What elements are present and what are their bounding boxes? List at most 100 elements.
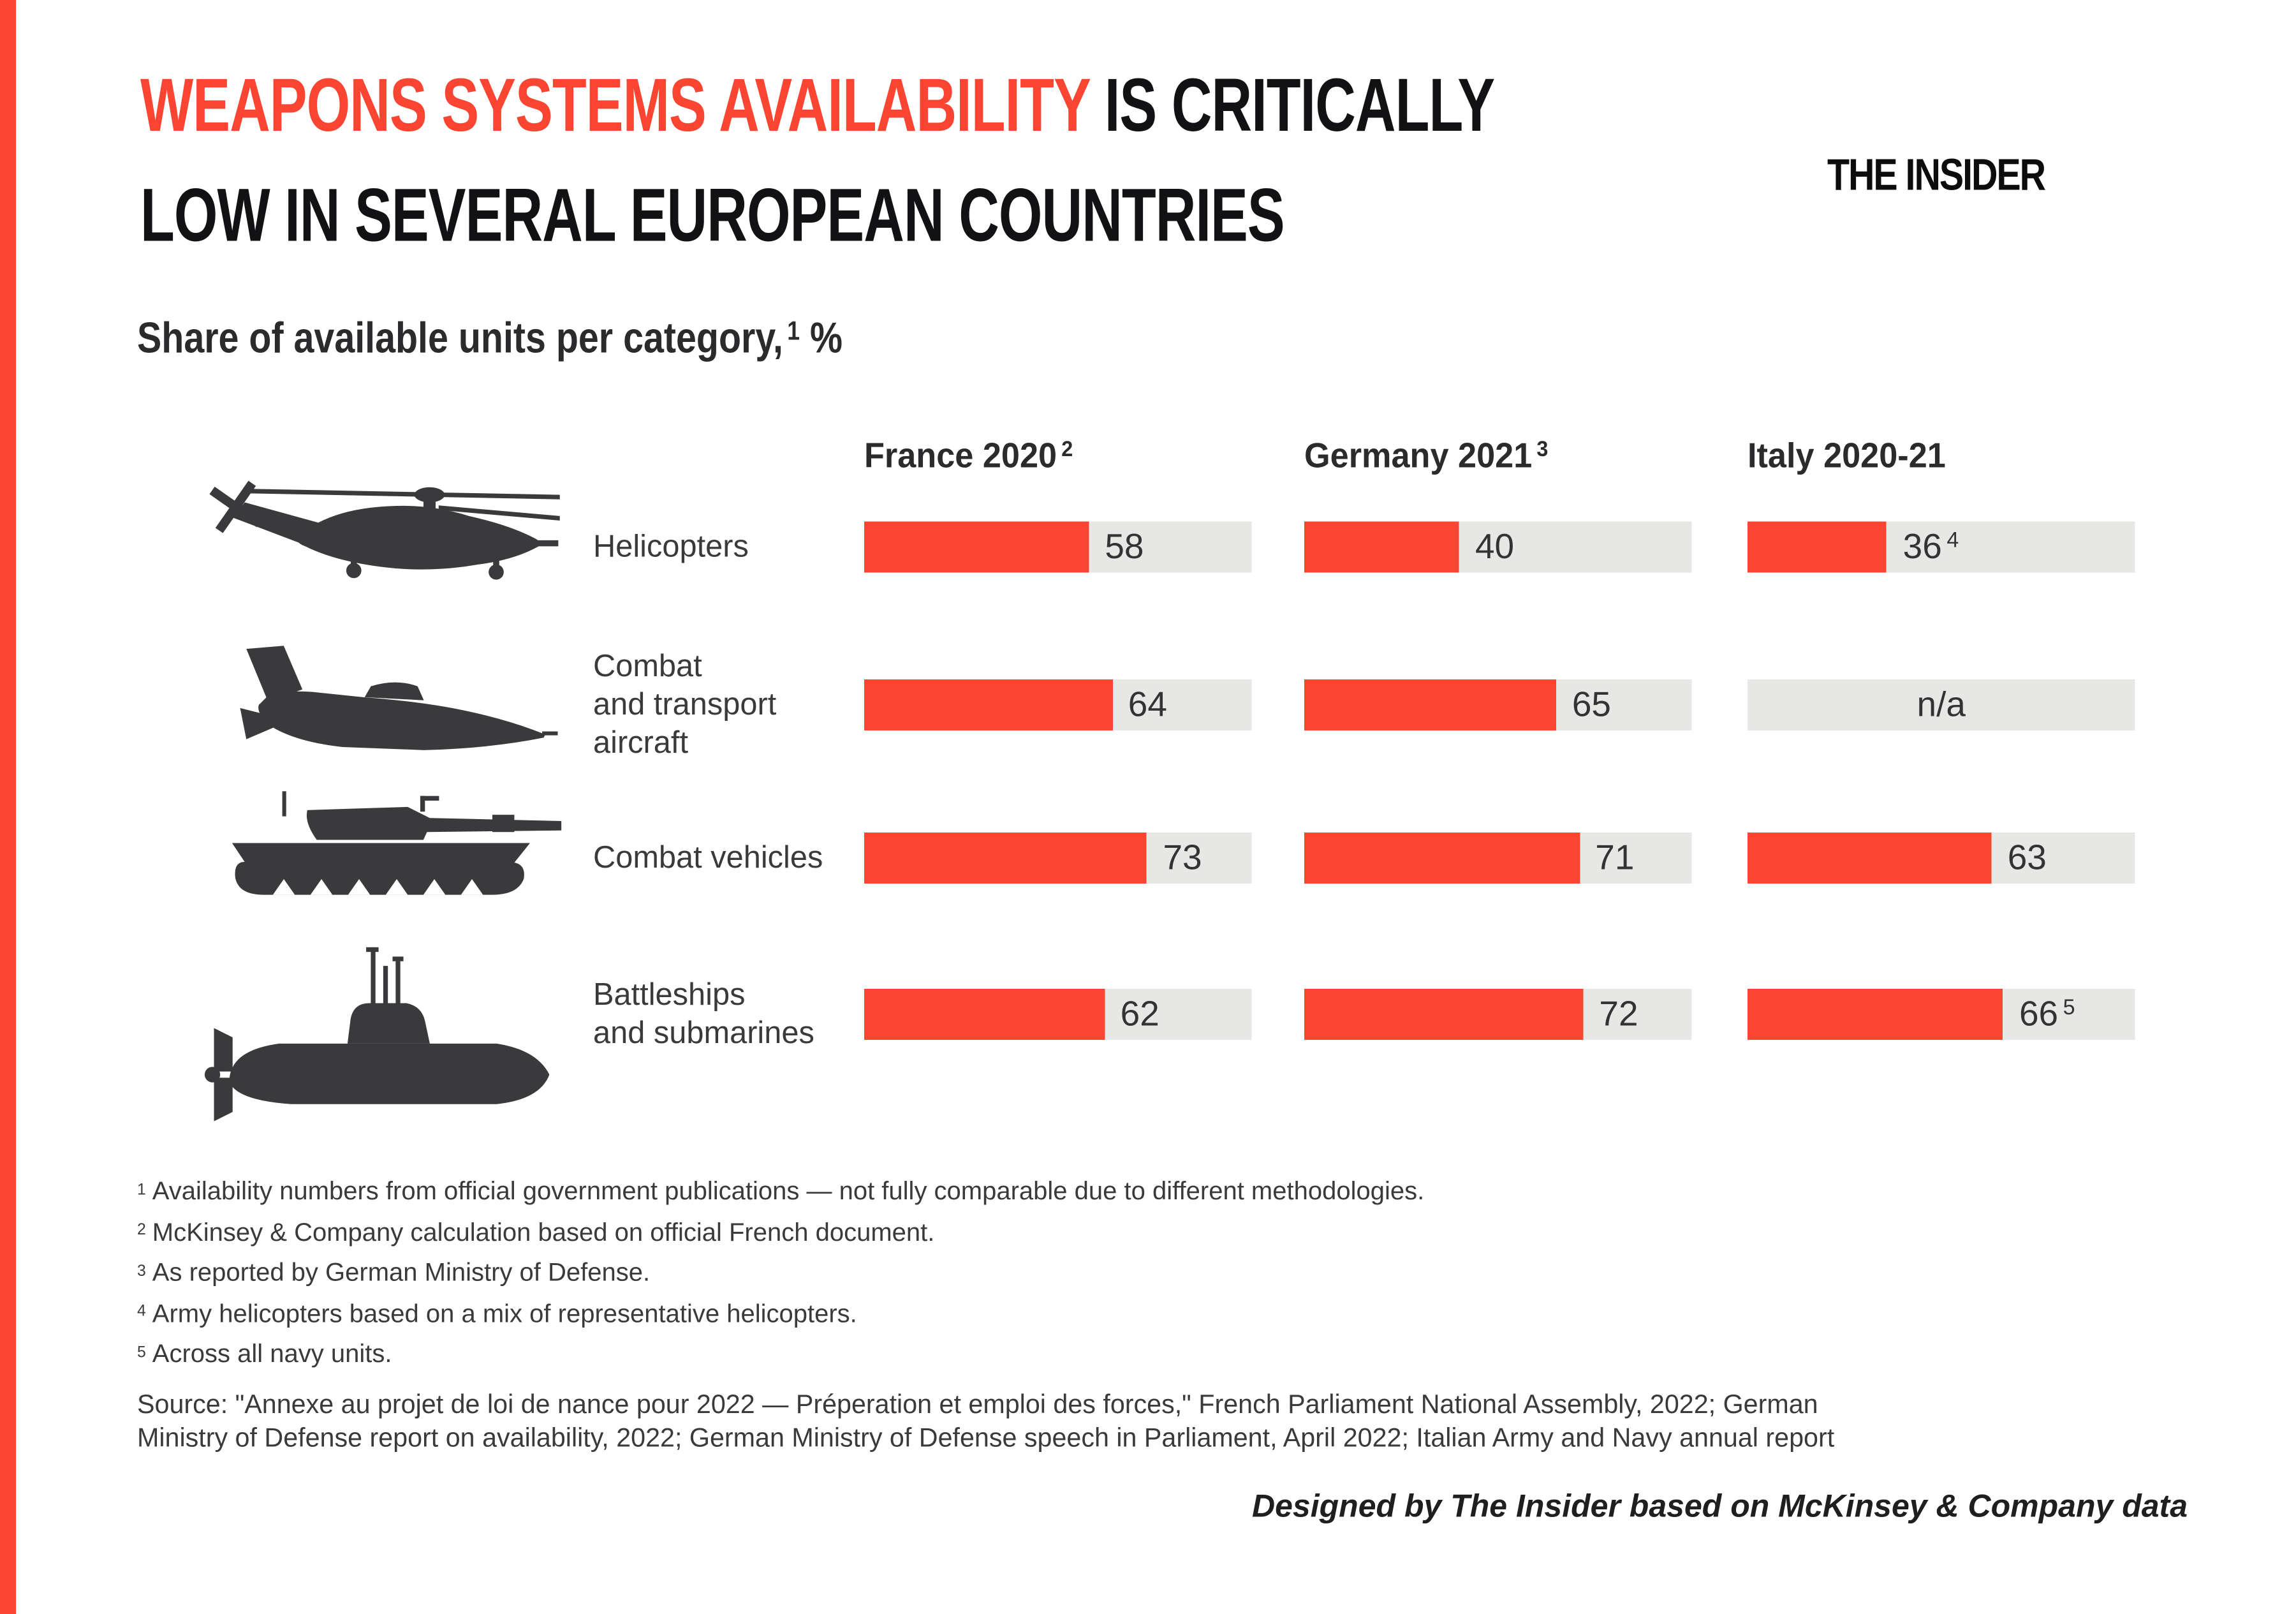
column-header-france: France 2020 2 (864, 436, 1073, 477)
source-line-2: Ministry of Defense report on availabili… (137, 1424, 1835, 1453)
bar-value-label: 36 4 (1903, 526, 1959, 568)
category-line: Battleships (593, 977, 746, 1013)
column-header-italy-label: Italy 2020-21 (1748, 435, 1946, 476)
subtitle-footnote-sup: 1 (787, 315, 800, 346)
category-line: and transport (593, 687, 777, 723)
source-block: Source: "Annexe au projet de loi de nanc… (137, 1389, 1834, 1456)
footnote-sup: 5 (137, 1344, 146, 1361)
category-label-helicopters: Helicopters (593, 528, 749, 566)
category-label-battleships: Battleships and submarines (593, 976, 814, 1053)
bar-fill (864, 521, 1089, 573)
bar-value: 71 (1595, 837, 1635, 878)
subtitle-unit: % (800, 314, 843, 362)
bar-value-label: 63 (2008, 838, 2052, 879)
bar-fill (1304, 989, 1584, 1040)
bar-value-label: 62 (1121, 994, 1165, 1035)
category-line: and submarines (593, 1016, 814, 1051)
bar-value: 63 (2007, 837, 2047, 878)
column-header-germany-label: Germany 2021 (1304, 435, 1533, 476)
bar-value-label: 72 (1599, 994, 1643, 1035)
bar-value-sup: 5 (2063, 995, 2075, 1019)
footnote-text: Army helicopters based on a mix of repre… (152, 1300, 857, 1328)
column-header-france-label: France 2020 (864, 435, 1057, 476)
footnote-sup: 3 (137, 1262, 146, 1280)
brand-red-strip (0, 0, 16, 1614)
footnote-sup: 4 (137, 1303, 146, 1321)
bar-fill (1748, 521, 1887, 573)
bar-value: 36 (1902, 526, 1942, 566)
bar-battleships-italy: 66 5 (1748, 989, 2135, 1040)
bar-aircraft-germany: 65 (1304, 679, 1692, 730)
bar-helicopters-france: 58 (864, 521, 1252, 573)
bar-value: 65 (1571, 684, 1612, 725)
bar-value: 58 (1105, 526, 1144, 566)
bar-battleships-france: 62 (864, 989, 1252, 1040)
column-header-italy: Italy 2020-21 (1748, 436, 1950, 477)
bar-fill (864, 679, 1112, 730)
bar-battleships-germany: 72 (1304, 989, 1692, 1040)
category-line: Combat (593, 649, 702, 685)
bar-helicopters-germany: 40 (1304, 521, 1692, 573)
title-line-2: LOW IN SEVERAL EUROPEAN COUNTRIES (140, 172, 1285, 257)
bar-value: 72 (1599, 993, 1638, 1034)
bar-aircraft-france: 64 (864, 679, 1252, 730)
bar-helicopters-italy: 36 4 (1748, 521, 2135, 573)
bar-fill (1748, 833, 1992, 884)
the-insider-logo: THE INSIDER (1827, 150, 2046, 200)
chart-subtitle: Share of available units per category, 1 … (137, 315, 843, 364)
title-line-1: WEAPONS SYSTEMS AVAILABILITY IS CRITICAL… (140, 50, 1495, 160)
footnote-text: McKinsey & Company calculation based on … (152, 1219, 935, 1247)
tank-icon (191, 791, 568, 909)
bar-fill (1304, 679, 1556, 730)
footnote-text: Across all navy units. (152, 1341, 392, 1369)
footnote-sup: 2 (137, 1222, 146, 1240)
bar-fill (1304, 833, 1580, 884)
helicopter-icon (195, 472, 568, 593)
bar-aircraft-italy-na: n/a (1748, 679, 2135, 730)
bar-fill (864, 833, 1147, 884)
category-line: Helicopters (593, 529, 749, 565)
title-rest: IS CRITICALLY (1089, 62, 1495, 147)
bar-value: 66 (2019, 993, 2059, 1034)
title-highlight: WEAPONS SYSTEMS AVAILABILITY (140, 62, 1090, 147)
category-label-aircraft: Combat and transport aircraft (593, 648, 776, 762)
bar-value-label: 71 (1595, 838, 1639, 879)
submarine-icon (191, 944, 558, 1123)
bar-value: 40 (1475, 526, 1515, 566)
bar-value-sup: 4 (1946, 528, 1959, 552)
bar-value-label: 58 (1105, 526, 1149, 568)
footnote-text: As reported by German Ministry of Defens… (152, 1260, 651, 1287)
category-line: aircraft (593, 725, 689, 761)
subtitle-text: Share of available units per category, (137, 314, 783, 362)
column-header-germany: Germany 2021 3 (1304, 436, 1548, 477)
bar-value-label: 65 (1572, 685, 1616, 726)
bar-value: 73 (1163, 837, 1202, 878)
bar-value: 64 (1128, 684, 1167, 725)
category-label-combat-vehicles: Combat vehicles (593, 839, 823, 877)
bar-combat-vehicles-germany: 71 (1304, 833, 1692, 884)
bar-fill (1748, 989, 2003, 1040)
fighter-jet-icon (200, 640, 559, 773)
bar-value-label: 64 (1128, 685, 1172, 726)
bar-fill (864, 989, 1105, 1040)
credit-line: Designed by The Insider based on McKinse… (1252, 1490, 2188, 1525)
footnote-2: 2 McKinsey & Company calculation based on… (137, 1215, 1424, 1255)
footnote-sup: 1 (137, 1181, 146, 1199)
na-label: n/a (1917, 684, 1966, 725)
column-header-germany-sup: 3 (1536, 437, 1549, 461)
footnote-5: 5 Across all navy units. (137, 1336, 1424, 1377)
footnotes-block: 1 Availability numbers from official gove… (137, 1174, 1424, 1377)
page-title: WEAPONS SYSTEMS AVAILABILITY IS CRITICAL… (140, 50, 1495, 270)
bar-value-label: 40 (1475, 526, 1519, 568)
bar-combat-vehicles-france: 73 (864, 833, 1252, 884)
bar-fill (1304, 521, 1459, 573)
footnote-3: 3 As reported by German Ministry of Defen… (137, 1255, 1424, 1296)
footnote-1: 1 Availability numbers from official gove… (137, 1174, 1424, 1215)
category-line: Combat vehicles (593, 840, 823, 876)
footnote-text: Availability numbers from official gover… (152, 1178, 1425, 1206)
bar-value-label: 73 (1163, 838, 1207, 879)
bar-value-label: 66 5 (2019, 994, 2075, 1035)
bar-value: 62 (1120, 993, 1159, 1034)
